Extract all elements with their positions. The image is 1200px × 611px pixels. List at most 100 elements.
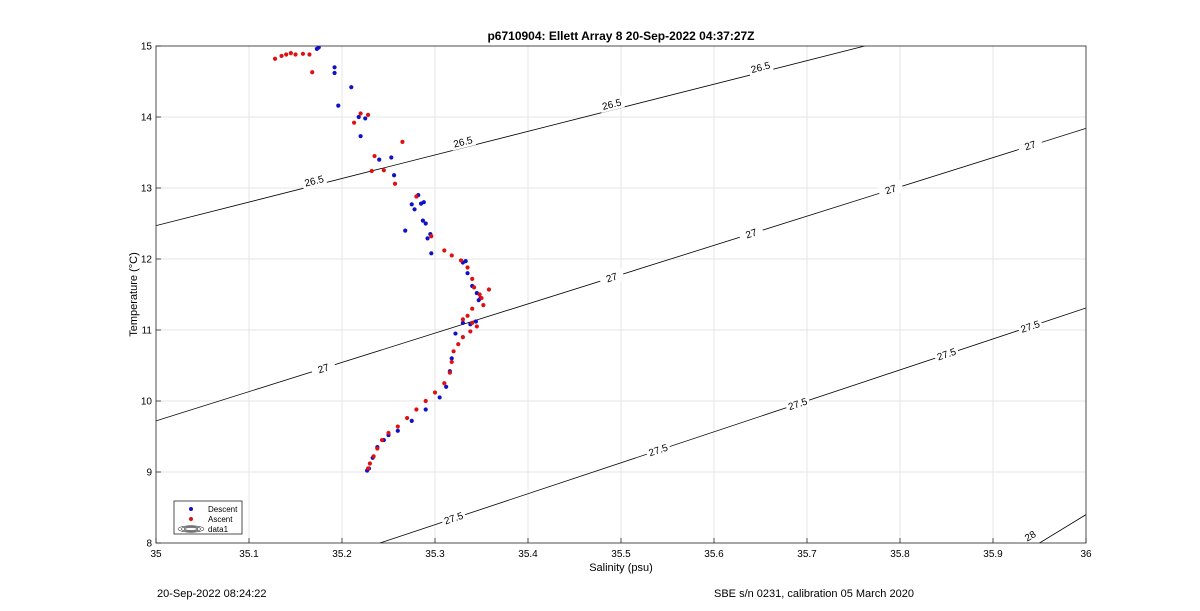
x-tick-label: 35.2 [332,549,352,560]
ascent-point [458,258,464,263]
chart-title: p6710904: Ellett Array 8 20-Sep-2022 04:… [487,29,754,43]
contour-label-bg [300,172,328,190]
descent-point [316,46,321,50]
x-tick-label: 35.3 [425,549,445,560]
contour-label: 26.5 [304,174,326,190]
ascent-point [465,265,470,270]
ascent-point [414,407,419,412]
ascent-point [288,51,293,56]
contour-label: 27.5 [648,443,670,460]
ascent-point [365,466,371,471]
ascent-point [449,359,454,365]
y-tick-label: 8 [146,539,152,550]
descent-point [332,70,337,76]
contour-label: 26.5 [601,97,623,113]
descent-point [377,157,382,162]
descent-point [423,221,428,226]
ascent-point [460,317,465,322]
ascent-point [367,461,372,466]
ascent-point [381,168,386,173]
ascent-point [272,56,278,61]
footer-calibration: SBE s/n 0231, calibration 05 March 2020 [714,588,914,600]
ascent-point [468,329,473,334]
ascent-point [486,287,492,292]
descent-point [356,114,361,120]
x-tick-label: 35.9 [983,549,1003,560]
ascent-point [432,390,438,395]
legend-marker-descent [189,507,193,511]
legend-label-ascent: Ascent [208,515,233,524]
x-tick-label: 35.1 [239,549,259,560]
contour-label-bg [449,133,477,151]
y-tick-label: 15 [141,42,153,53]
ascent-point [479,295,484,301]
ascent-point [429,234,434,239]
y-tick-label: 10 [141,397,153,408]
ascent-point [358,111,363,116]
ascent-point [474,324,479,329]
contour-label: 27.5 [936,347,958,364]
contour-label: 26.5 [750,60,772,76]
ascent-point [405,415,410,421]
ascent-point [293,52,298,57]
grid-layer [155,45,1087,544]
legend-marker-contour [183,527,199,531]
ascent-point [310,70,315,75]
descent-point [389,155,394,160]
descent-point [332,65,337,70]
x-tick-label: 35.7 [797,549,817,560]
ascent-point [372,153,377,159]
descent-point [453,331,458,336]
y-tick-label: 11 [142,326,153,337]
ascent-point [447,370,452,375]
ascent-point [371,454,376,459]
contour-line-27-5 [378,307,1086,543]
descent-point [437,395,442,400]
contour-label-bg [933,344,960,364]
ascent-point [279,53,284,59]
contour-label: 26.5 [452,135,474,151]
descent-point [349,85,354,90]
ascent-point [470,320,475,325]
ascent-point [284,52,289,57]
ascent-series [272,51,492,471]
contour-line-28 [1038,514,1086,543]
ascent-point [471,285,477,290]
descent-point [391,173,397,178]
legend-marker-ascent [189,517,193,521]
descent-point [444,384,449,389]
y-tick-label: 14 [141,113,153,124]
contour-label-bg [784,394,811,414]
contour-label: 27 [605,271,619,285]
descent-point [423,407,428,412]
contour-label-bg [310,359,337,378]
ascent-point [300,51,306,56]
contour-label-bg [598,95,625,113]
descent-point [409,418,414,423]
descent-point [473,319,479,324]
contour-label-bg [1016,136,1044,155]
contour-label: 27 [1024,139,1038,153]
contour-label: 27 [745,227,759,241]
descent-point [409,202,414,207]
ascent-point [386,430,391,436]
ascent-point [369,168,374,174]
ascent-point [481,303,486,308]
descent-point [429,251,434,256]
ascent-point [414,194,419,199]
ascent-point [365,112,371,117]
ascent-point [400,139,405,144]
contour-label: 27 [884,183,898,197]
x-tick-label: 35 [150,549,162,560]
y-tick-label: 13 [141,184,153,195]
contour-label-bg [877,180,904,199]
descent-point [449,356,454,361]
descent-point [421,200,426,205]
x-tick-label: 35.6 [704,549,724,560]
x-tick-label: 35.5 [611,549,631,560]
x-tick-label: 36 [1080,549,1092,560]
descent-point [425,236,430,241]
contour-label-bg [737,224,765,243]
legend-box [173,500,243,535]
